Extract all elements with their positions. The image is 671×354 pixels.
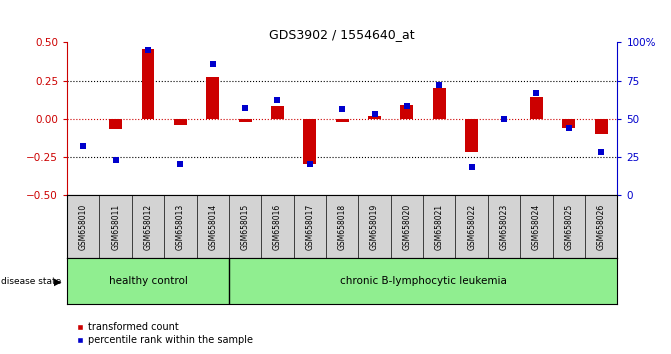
Text: GSM658015: GSM658015 bbox=[241, 204, 250, 250]
Text: GSM658022: GSM658022 bbox=[467, 204, 476, 250]
Text: GSM658012: GSM658012 bbox=[144, 204, 152, 250]
Text: GSM658016: GSM658016 bbox=[273, 204, 282, 250]
Text: GSM658017: GSM658017 bbox=[305, 204, 314, 250]
Bar bbox=[401, 105, 413, 119]
Text: healthy control: healthy control bbox=[109, 276, 187, 286]
Bar bbox=[433, 88, 446, 119]
Bar bbox=[530, 97, 543, 119]
Bar bbox=[206, 78, 219, 119]
Text: GSM658020: GSM658020 bbox=[403, 204, 411, 250]
Text: GSM658018: GSM658018 bbox=[338, 204, 347, 250]
Bar bbox=[239, 119, 252, 122]
Bar bbox=[303, 119, 316, 164]
Text: GSM658026: GSM658026 bbox=[597, 204, 606, 250]
Text: GSM658011: GSM658011 bbox=[111, 204, 120, 250]
Text: disease state: disease state bbox=[1, 277, 61, 286]
Text: ▶: ▶ bbox=[54, 276, 62, 286]
Bar bbox=[271, 107, 284, 119]
Text: GSM658013: GSM658013 bbox=[176, 204, 185, 250]
Text: GSM658023: GSM658023 bbox=[499, 204, 509, 250]
Bar bbox=[142, 48, 154, 119]
Text: GSM658014: GSM658014 bbox=[208, 204, 217, 250]
Bar bbox=[465, 119, 478, 152]
Text: chronic B-lymphocytic leukemia: chronic B-lymphocytic leukemia bbox=[340, 276, 507, 286]
Title: GDS3902 / 1554640_at: GDS3902 / 1554640_at bbox=[269, 28, 415, 41]
Legend: transformed count, percentile rank within the sample: transformed count, percentile rank withi… bbox=[72, 319, 258, 349]
Text: GSM658010: GSM658010 bbox=[79, 204, 88, 250]
Text: GSM658019: GSM658019 bbox=[370, 204, 379, 250]
Text: GSM658025: GSM658025 bbox=[564, 204, 573, 250]
Bar bbox=[595, 119, 608, 134]
Bar bbox=[336, 119, 349, 122]
Bar bbox=[562, 119, 575, 128]
Text: GSM658021: GSM658021 bbox=[435, 204, 444, 250]
Bar bbox=[368, 115, 381, 119]
Bar bbox=[109, 119, 122, 129]
Bar bbox=[174, 119, 187, 125]
Text: GSM658024: GSM658024 bbox=[532, 204, 541, 250]
